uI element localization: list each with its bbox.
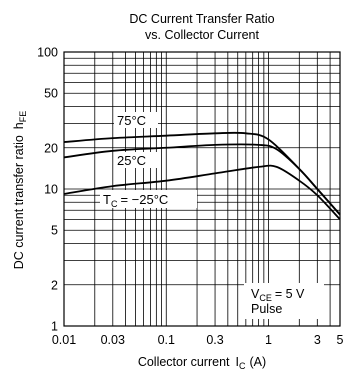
x-tick-label: 5 xyxy=(337,333,344,347)
series-label-25: 25°C xyxy=(114,152,158,168)
x-axis-unit: (A) xyxy=(250,355,267,369)
x-tick-label: 0.3 xyxy=(206,333,223,347)
x-tick-label: 1 xyxy=(265,333,272,347)
series-line-1 xyxy=(63,143,341,216)
tc-symbol: T xyxy=(103,192,111,207)
curves xyxy=(63,131,341,221)
series-label-75: 75°C xyxy=(114,112,158,128)
x-axis-symbol: I xyxy=(236,355,239,369)
chart-title-line2: vs. Collector Current xyxy=(145,28,259,42)
vce-value: = 5 V xyxy=(275,287,305,301)
series-label-75-text: 75°C xyxy=(117,113,146,128)
series-label-25-text: 25°C xyxy=(117,153,146,168)
x-tick-label: 0.1 xyxy=(158,333,175,347)
tc-value: = −25°C xyxy=(120,192,168,207)
tick-labels: 0.01 0.03 0.1 0.3 1 3 5 1 2 5 10 20 50 100 xyxy=(37,46,343,348)
y-tick-label: 10 xyxy=(44,183,58,197)
y-axis-label: DC current transfer ratio hFE xyxy=(12,111,28,270)
x-tick-label: 0.01 xyxy=(52,333,76,347)
vce-symbol: V xyxy=(251,287,260,301)
y-tick-label: 5 xyxy=(51,224,58,238)
y-tick-label: 50 xyxy=(44,87,58,101)
series-label-tc: TC = −25°C xyxy=(100,190,197,209)
tc-sub: C xyxy=(111,199,118,209)
x-axis-sub: C xyxy=(239,361,246,371)
x-axis-label-text: Collector current xyxy=(138,355,230,369)
series-line-2 xyxy=(63,164,341,221)
chart-title-line1: DC Current Transfer Ratio xyxy=(129,12,274,26)
x-axis-label: Collector current IC (A) xyxy=(138,355,266,371)
condition-pulse: Pulse xyxy=(251,302,282,316)
x-tick-label: 3 xyxy=(314,333,321,347)
y-tick-label: 100 xyxy=(37,46,58,60)
condition-box: VCE = 5 V Pulse xyxy=(244,283,324,319)
vce-sub: CE xyxy=(259,293,272,303)
y-axis-symbol: h xyxy=(12,122,26,129)
x-tick-label: 0.03 xyxy=(101,333,125,347)
y-axis-sub: FE xyxy=(18,111,28,123)
y-tick-label: 1 xyxy=(51,320,58,334)
plot-frame xyxy=(63,51,341,327)
y-tick-label: 20 xyxy=(44,141,58,155)
condition-vce: VCE = 5 V xyxy=(251,287,305,303)
y-tick-label: 2 xyxy=(51,278,58,292)
y-axis-label-text: DC current transfer ratio xyxy=(12,135,26,269)
series-label-tc-text: TC = −25°C xyxy=(103,192,168,209)
